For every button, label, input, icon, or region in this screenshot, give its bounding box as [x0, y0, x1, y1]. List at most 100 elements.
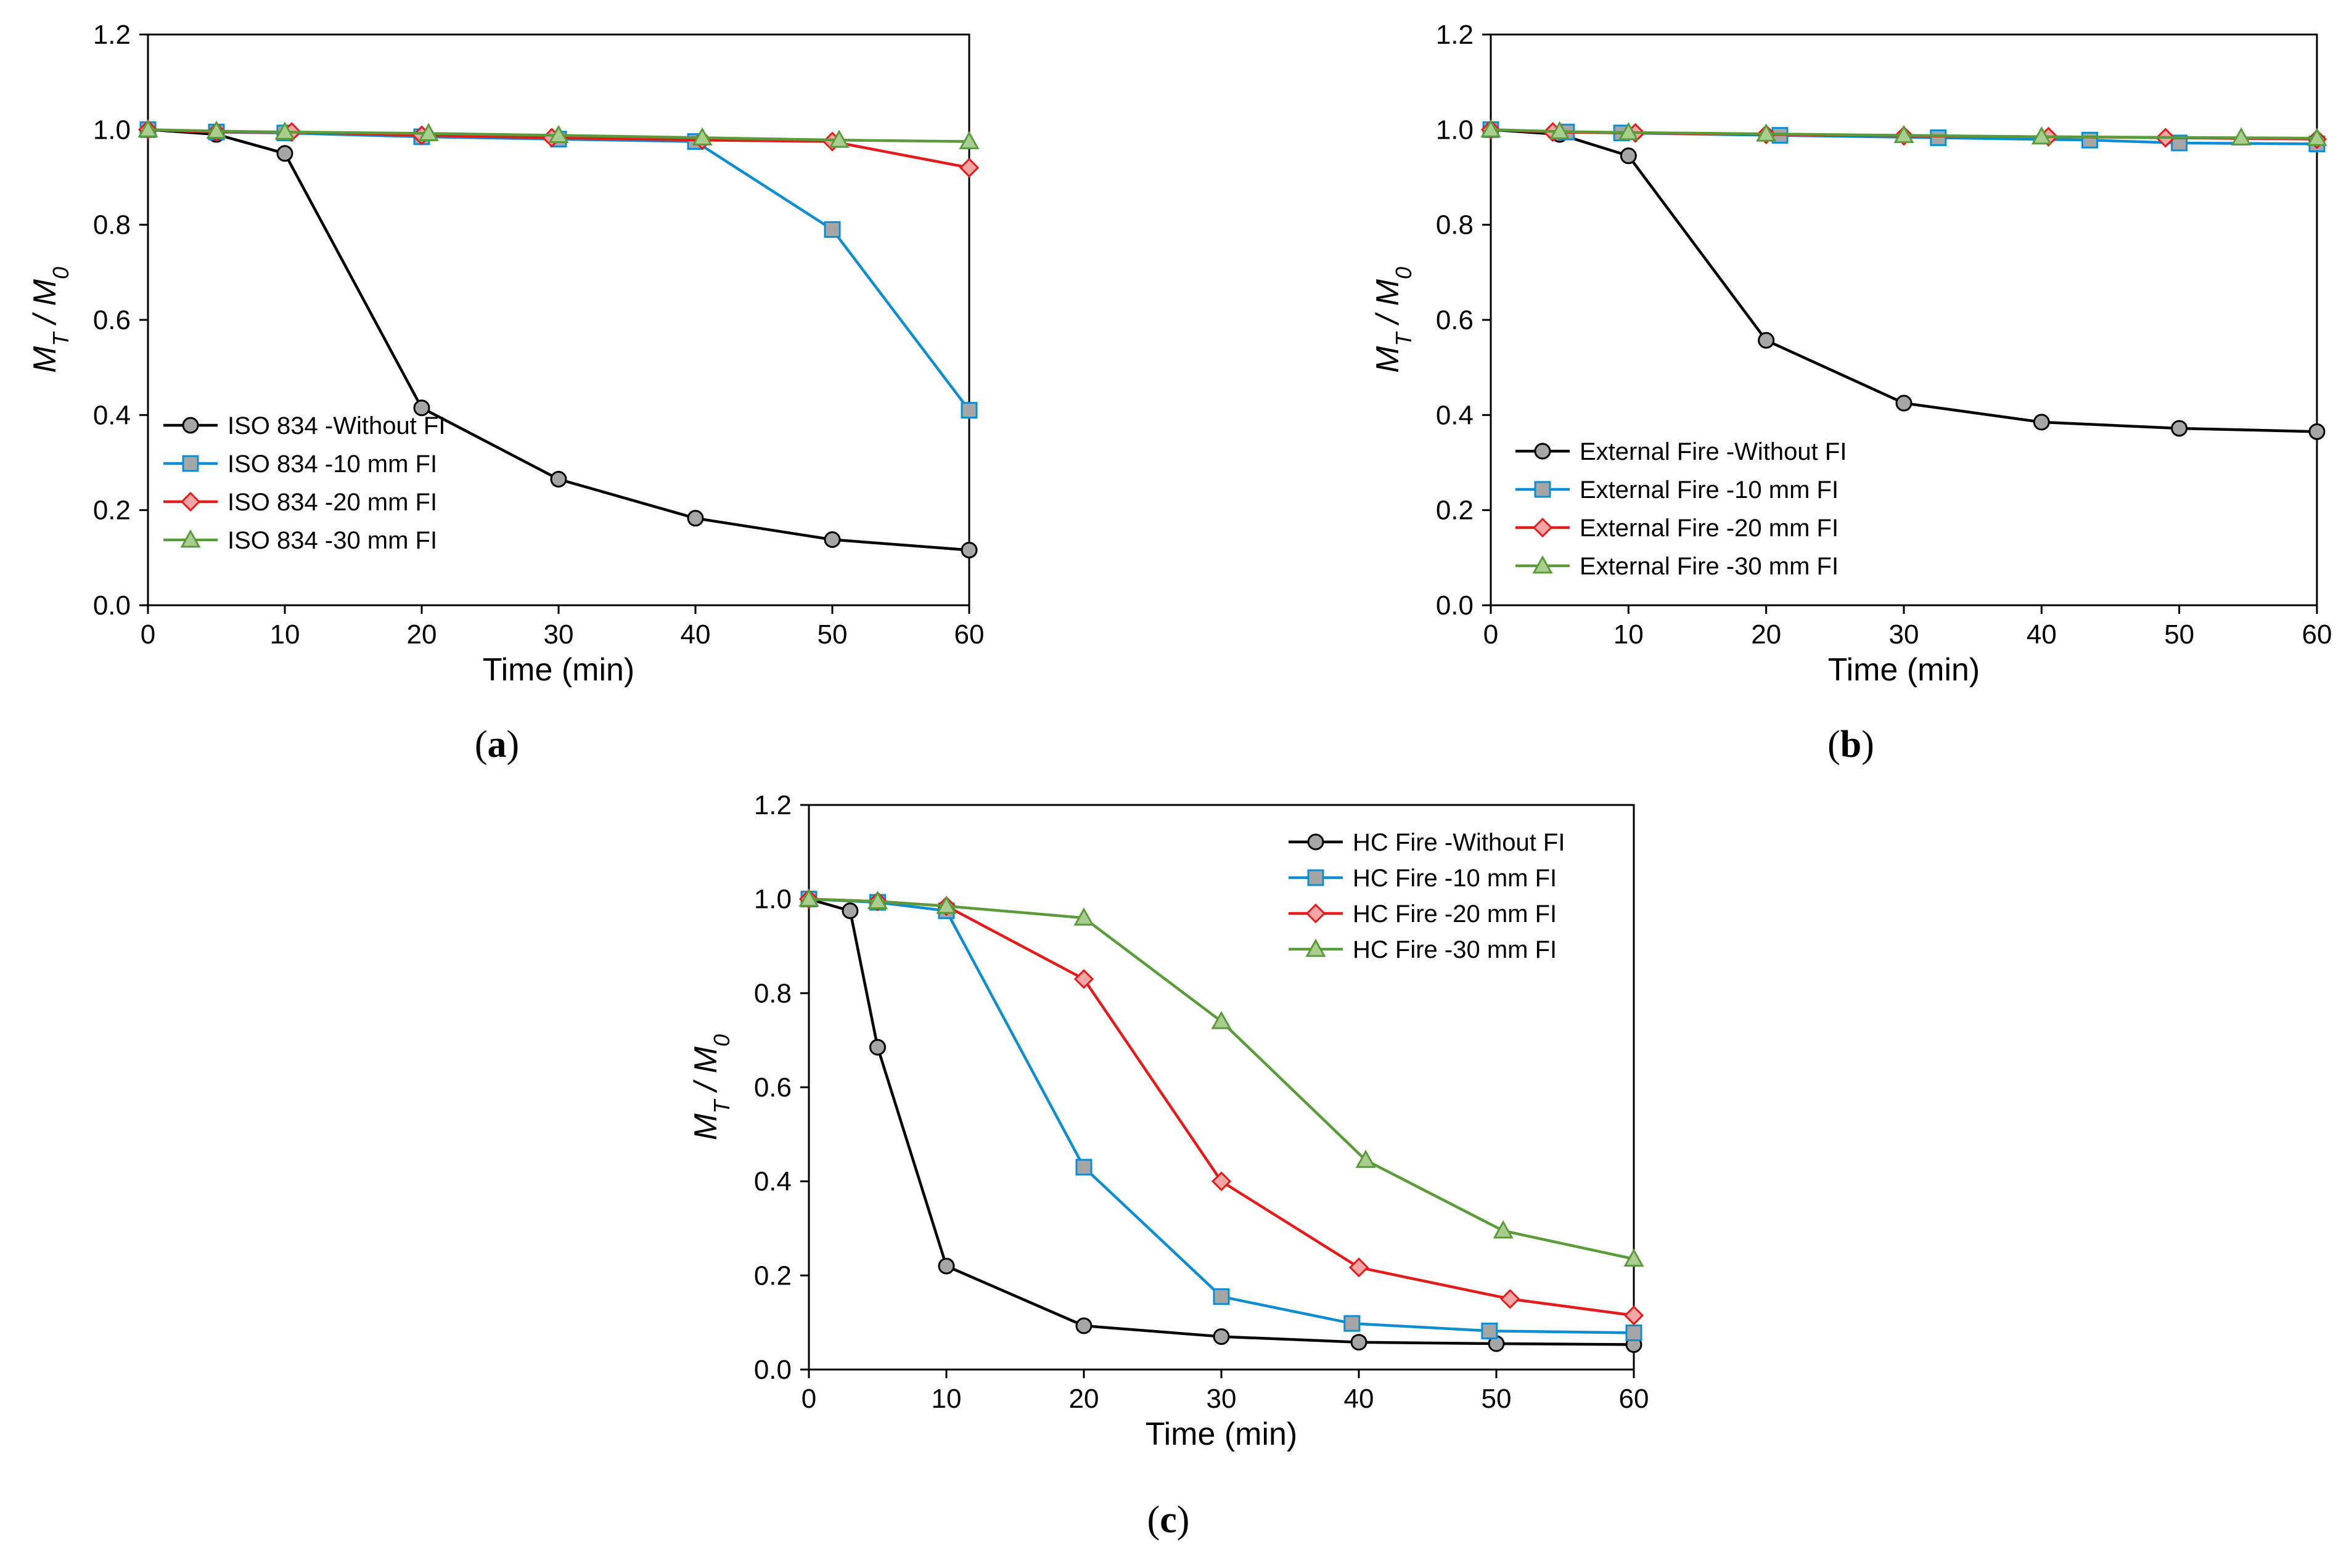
chart-panel-c: 0 10 20 30 40 50 60 0.0 0.2 0.4 0.6 0.8 1.0 1.2 Time (…	[688, 790, 1649, 1541]
data-point	[2081, 131, 2098, 149]
data-point	[418, 123, 439, 142]
y-tick-label: 0.8	[754, 978, 792, 1008]
legend-entry: External Fire -30 mm FI	[1580, 553, 1839, 580]
x-tick-label: 20	[1751, 619, 1781, 650]
y-tick-label: 0.2	[93, 496, 131, 526]
series-line	[147, 128, 970, 552]
y-tick-label: 0.6	[93, 305, 131, 335]
y-tick-label: 0.0	[1436, 590, 1474, 621]
legend-entry: ISO 834 -10 mm FI	[228, 451, 437, 478]
x-tick-label: 50	[1482, 1384, 1512, 1414]
series-4	[1480, 119, 2327, 146]
series-1	[1482, 121, 2326, 440]
x-tick-label: 20	[1069, 1384, 1099, 1414]
series-4	[798, 888, 1644, 1267]
data-point	[798, 888, 819, 907]
legend-entry: ISO 834 -Without FI	[228, 412, 445, 439]
y-tick-label: 1.2	[754, 790, 792, 820]
y-tick-label: 0.4	[93, 400, 131, 430]
series-line	[147, 128, 970, 143]
x-tick-label: 60	[1619, 1384, 1649, 1414]
x-tick-label: 50	[2164, 619, 2194, 650]
legend-entry: HC Fire -20 mm FI	[1353, 900, 1557, 928]
y-axis-label: MT / M0	[1370, 267, 1416, 373]
x-tick-label: 30	[544, 619, 574, 650]
legend-marker	[1534, 443, 1551, 460]
data-point	[829, 129, 850, 148]
legend-entry: HC Fire -30 mm FI	[1353, 936, 1557, 963]
x-tick-label: 50	[818, 619, 848, 650]
series-line	[1490, 128, 2318, 433]
series-line	[808, 897, 1634, 1260]
data-point	[548, 125, 569, 144]
legend-marker	[182, 417, 199, 434]
x-tick-label: 0	[801, 1384, 816, 1414]
legend-marker	[180, 529, 201, 548]
y-tick-label: 0.0	[754, 1355, 792, 1385]
data-point	[824, 221, 841, 238]
y-tick-label: 0.6	[754, 1072, 792, 1103]
x-axis-label: Time (min)	[1828, 652, 1980, 688]
y-tick-label: 1.0	[93, 115, 131, 145]
x-tick-label: 0	[141, 619, 155, 650]
data-point	[961, 541, 978, 558]
x-tick-label: 20	[407, 619, 437, 650]
data-point	[1075, 1159, 1093, 1176]
legend-entry: HC Fire -Without FI	[1353, 829, 1565, 856]
data-point	[959, 157, 980, 178]
data-point	[1618, 121, 1639, 141]
y-tick-label: 0.4	[754, 1167, 792, 1197]
data-point	[1620, 147, 1637, 165]
data-point	[1355, 1149, 1376, 1168]
x-axis-label: Time (min)	[483, 652, 635, 688]
y-tick-label: 1.0	[1436, 115, 1474, 145]
data-point	[1930, 129, 1947, 146]
data-point	[1758, 332, 1775, 349]
data-point	[274, 121, 295, 140]
series-line	[808, 897, 1634, 1346]
legend-entry: External Fire -20 mm FI	[1580, 515, 1839, 542]
data-point	[1481, 1322, 1498, 1339]
data-point	[1343, 1315, 1361, 1332]
y-axis-label: MT / M0	[688, 1034, 734, 1140]
data-point	[1075, 1317, 1093, 1334]
panel-label: (b)	[1827, 724, 1874, 766]
data-point	[959, 131, 980, 150]
data-point	[867, 891, 888, 909]
y-tick-label: 0.8	[93, 210, 131, 240]
data-point	[1480, 119, 1501, 137]
data-point	[550, 471, 567, 488]
legend-entry: External Fire -Without FI	[1580, 438, 1847, 465]
y-tick-label: 1.0	[754, 884, 792, 915]
y-axis-label: MT / M0	[27, 267, 73, 373]
y-tick-label: 0.0	[93, 590, 131, 621]
data-point	[2306, 128, 2327, 146]
y-tick-label: 0.4	[1436, 400, 1474, 430]
legend-marker	[1305, 903, 1326, 924]
series-line	[808, 897, 1634, 1334]
legend-entry: ISO 834 -20 mm FI	[228, 489, 437, 516]
legend-entry: External Fire -10 mm FI	[1580, 476, 1839, 504]
data-point	[1213, 1328, 1230, 1345]
data-point	[413, 399, 430, 417]
x-tick-label: 10	[270, 619, 300, 650]
series-line	[1490, 128, 2318, 140]
data-point	[824, 531, 841, 549]
data-point	[1073, 907, 1094, 926]
panel-label: (a)	[475, 724, 519, 766]
data-point	[2308, 423, 2326, 440]
x-tick-label: 10	[1613, 619, 1644, 650]
legend-entry: HC Fire -10 mm FI	[1353, 865, 1557, 892]
y-tick-label: 0.2	[1436, 496, 1474, 526]
data-point	[842, 902, 859, 920]
data-point	[938, 1257, 955, 1275]
data-point	[1493, 1220, 1514, 1239]
chart-panel-a: 0 10 20 30 40 50 60 0.0 0.2 0.4 0.6 0.8 1.0 1.2 Time (…	[27, 20, 984, 766]
legend-marker	[1532, 517, 1553, 538]
data-point	[2231, 127, 2252, 145]
plot-frame	[147, 33, 970, 606]
legend: External Fire -Without FI External Fire -…	[1515, 438, 1847, 580]
data-point	[2031, 126, 2052, 145]
x-tick-label: 30	[1207, 1384, 1237, 1414]
legend-marker	[1307, 833, 1324, 851]
